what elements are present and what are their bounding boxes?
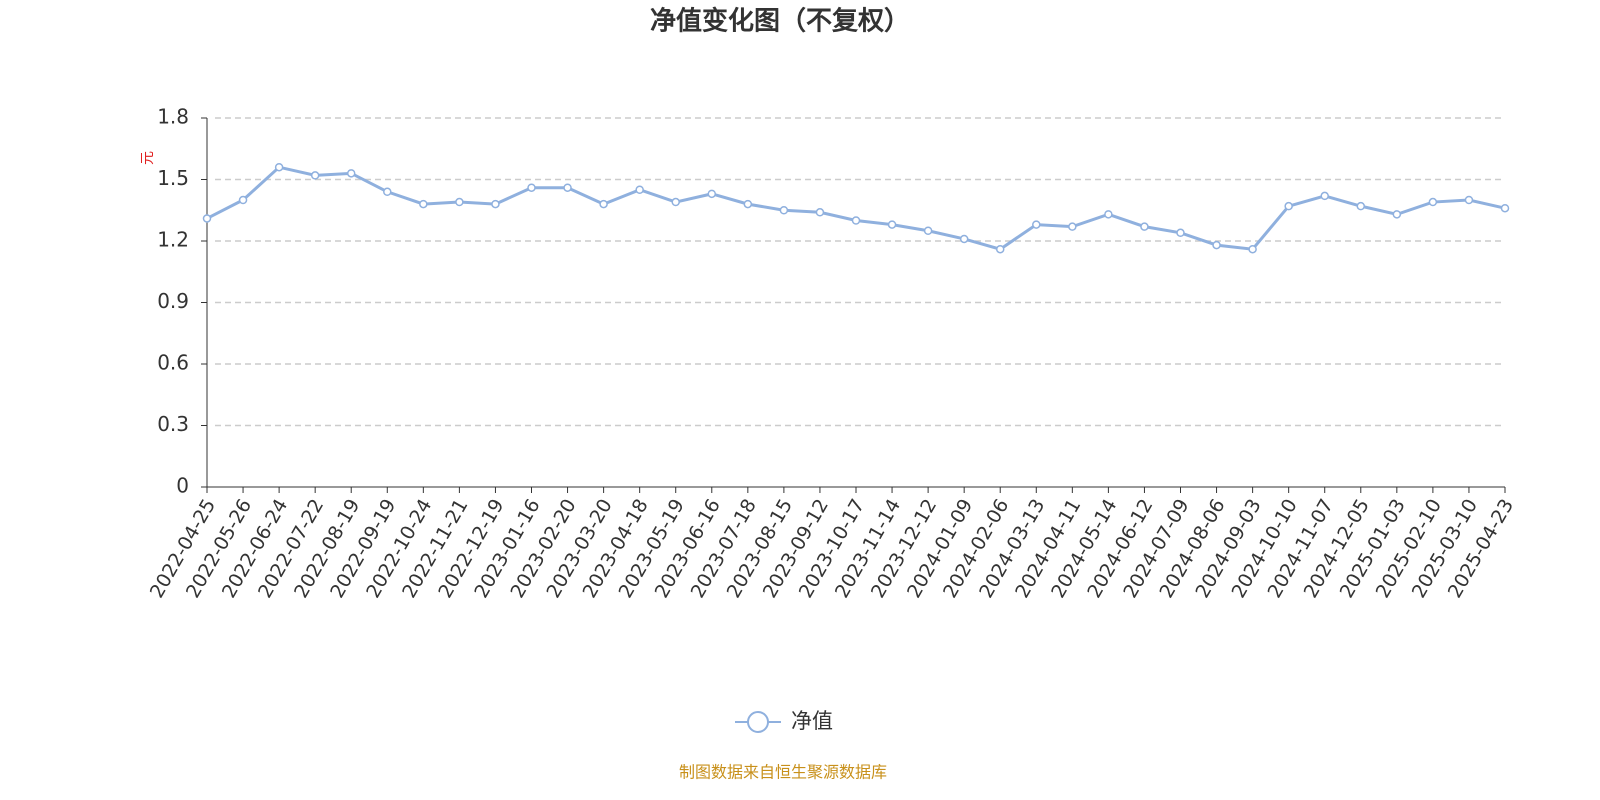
y-tick-label: 1.8 (157, 105, 189, 129)
point (671, 197, 680, 207)
point (1140, 222, 1149, 231)
y-tick-label: 1.2 (157, 228, 189, 252)
point (455, 197, 464, 207)
point (1068, 222, 1077, 231)
point (1428, 197, 1438, 207)
point (707, 189, 717, 199)
legend-marker (747, 711, 769, 733)
point (238, 195, 248, 205)
point (383, 187, 392, 197)
point (1284, 201, 1293, 211)
y-tick-label: 1.5 (157, 166, 189, 190)
point (779, 206, 789, 215)
point (1320, 191, 1329, 201)
point (202, 214, 212, 223)
y-axis-label: 元 (140, 151, 156, 165)
point (995, 244, 1005, 254)
point (1032, 220, 1041, 229)
point (635, 185, 644, 194)
point (887, 220, 897, 229)
y-tick-label: 0.3 (157, 412, 189, 436)
point (959, 234, 969, 244)
y-tick-label: 0.9 (157, 289, 189, 313)
legend-label: 净值 (791, 709, 833, 733)
point (1212, 240, 1221, 250)
point (1500, 203, 1510, 213)
point (1104, 210, 1113, 219)
point (1356, 201, 1366, 211)
point (815, 208, 825, 217)
point (274, 162, 284, 172)
point (563, 183, 572, 192)
point (419, 199, 428, 209)
source-note: 制图数据来自恒生聚源数据库 (679, 763, 887, 782)
y-tick-label: 0 (176, 474, 189, 498)
chart-title: 净值变化图（不复权） (650, 6, 910, 37)
point (491, 199, 500, 209)
point (743, 199, 753, 209)
point (527, 183, 536, 192)
point (923, 226, 933, 235)
point (1176, 228, 1185, 238)
point (599, 199, 608, 209)
point (1464, 195, 1474, 205)
point (310, 171, 320, 180)
y-tick-label: 0.6 (157, 351, 189, 375)
point (1248, 244, 1257, 254)
point (1392, 210, 1402, 219)
point (346, 169, 356, 178)
point (851, 216, 861, 225)
